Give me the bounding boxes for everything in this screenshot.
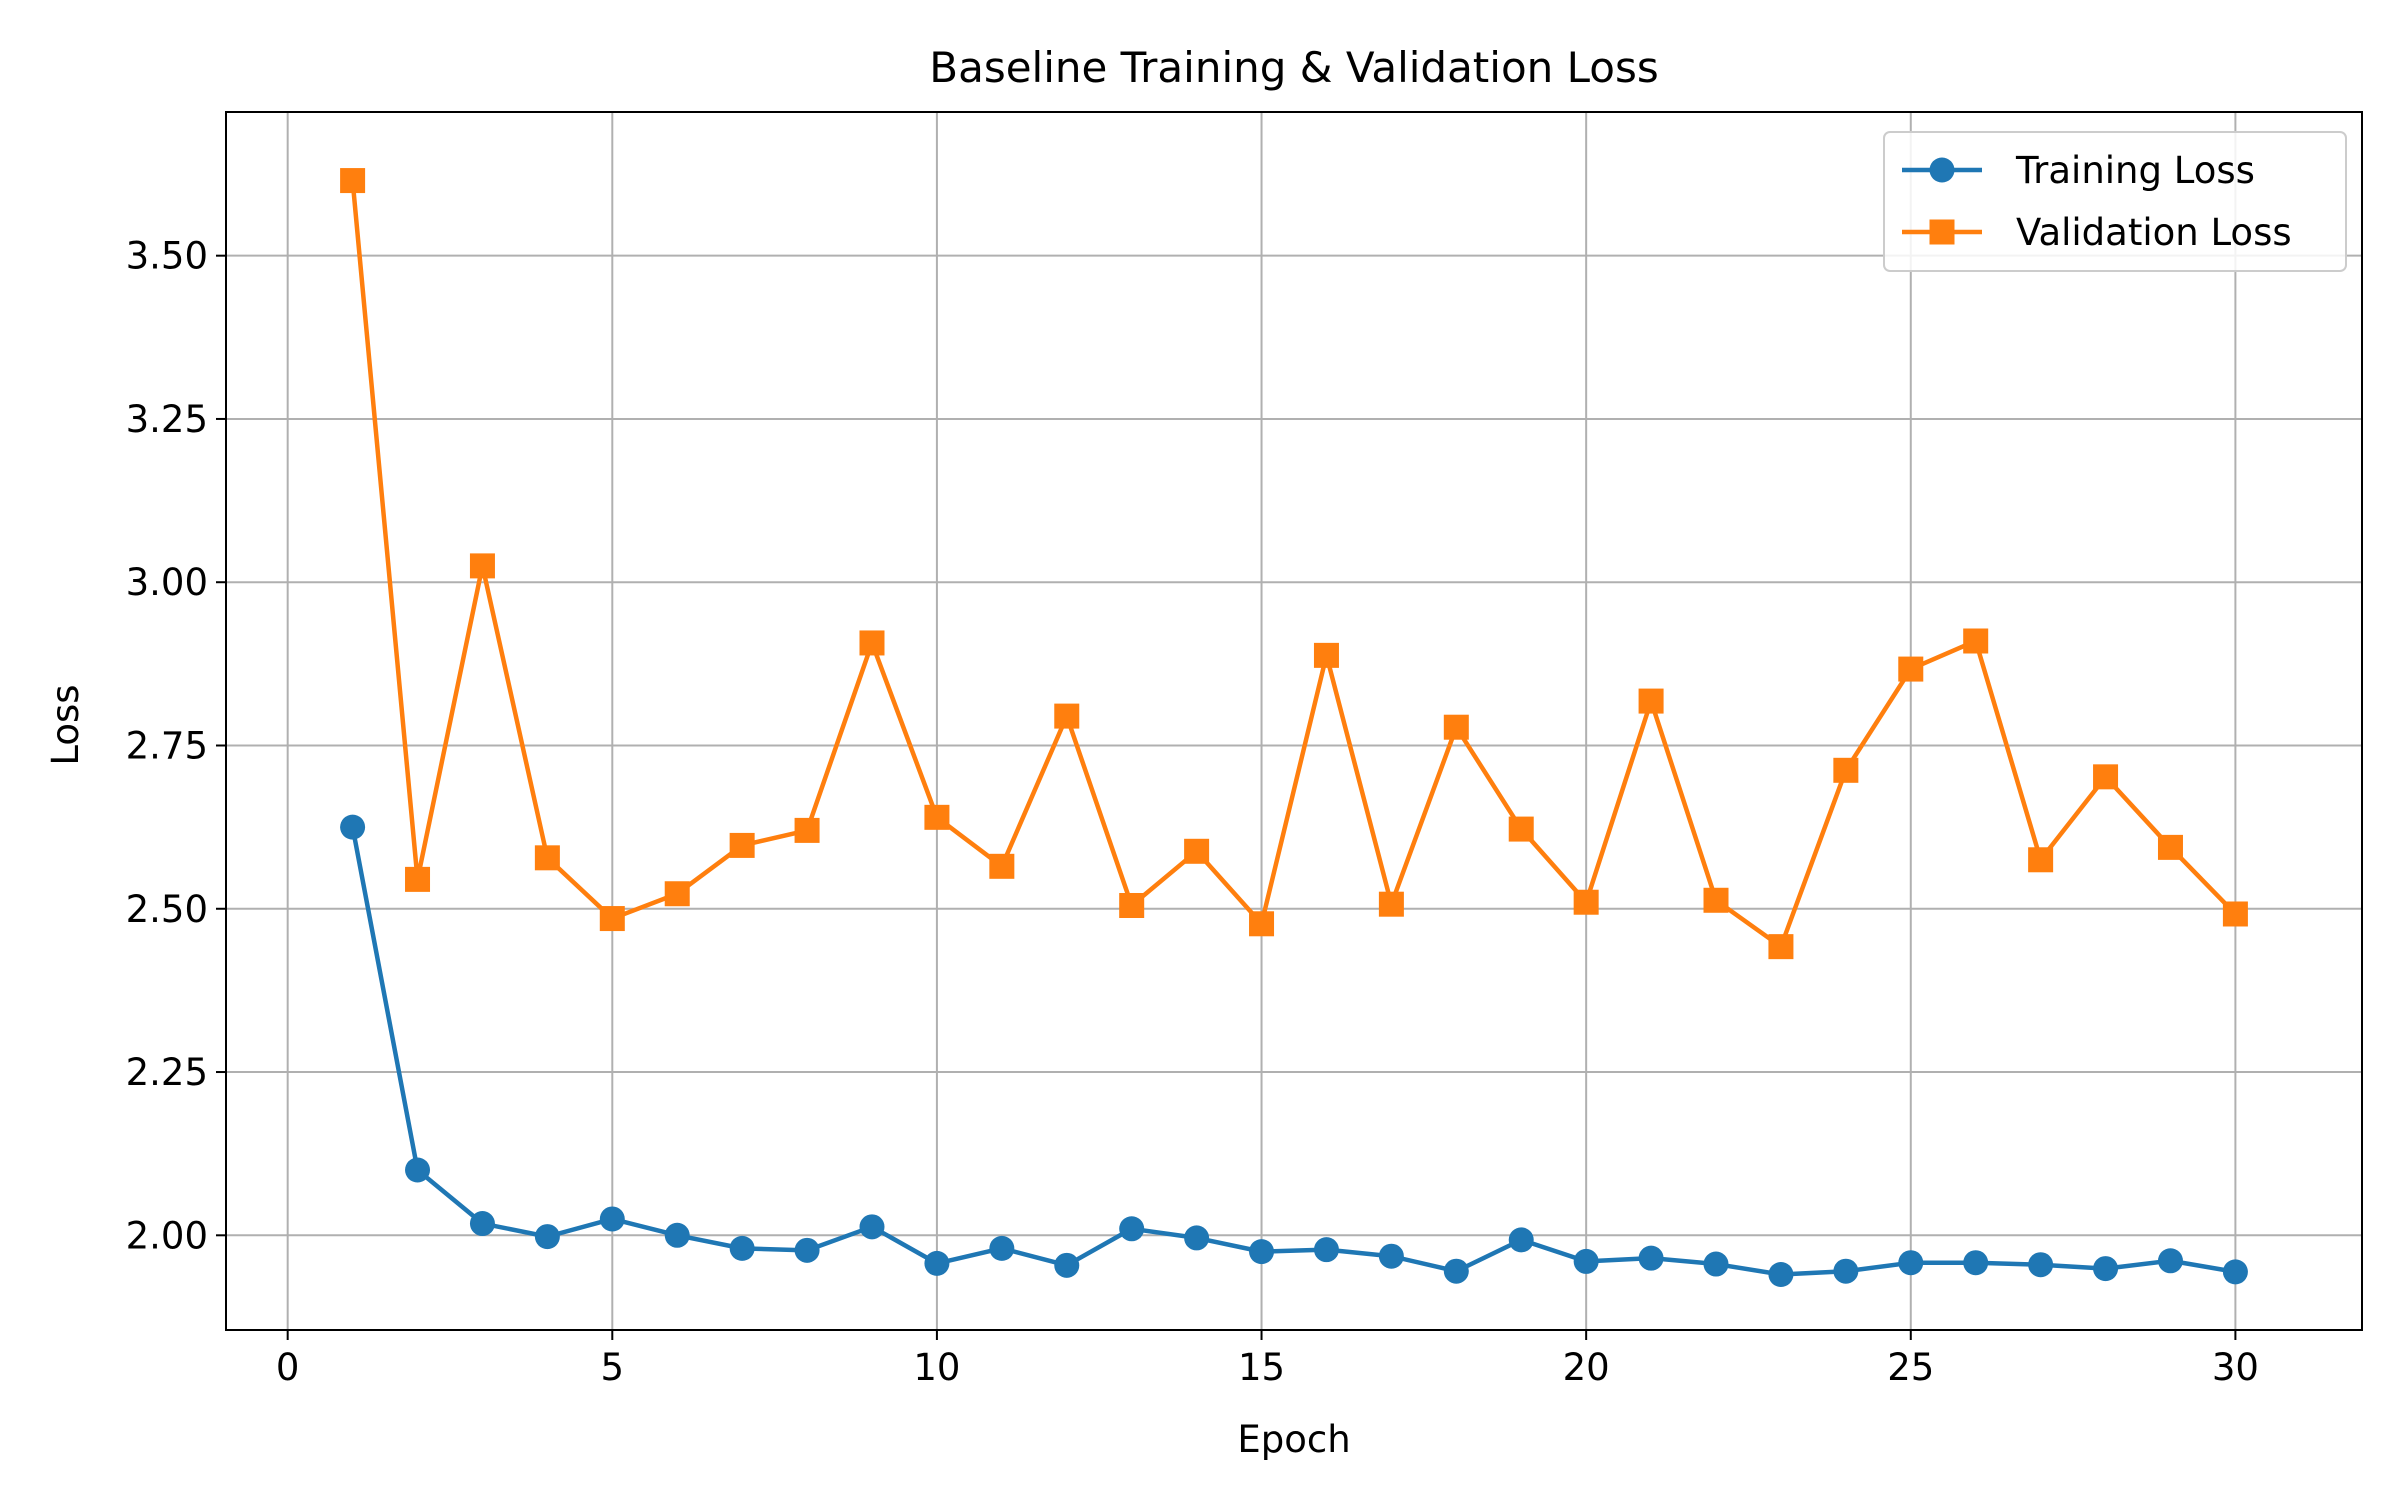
- x-tick-label: 30: [2212, 1346, 2259, 1389]
- data-point: [1119, 1216, 1145, 1242]
- y-tick-label: 2.75: [126, 724, 208, 767]
- data-point: [1898, 1250, 1924, 1276]
- y-tick-label: 3.00: [126, 561, 208, 604]
- data-point: [469, 553, 495, 579]
- x-tick-label: 15: [1238, 1346, 1285, 1389]
- data-point: [1768, 934, 1794, 960]
- data-point: [2093, 764, 2119, 790]
- data-point: [729, 1235, 755, 1261]
- data-point: [664, 1222, 690, 1248]
- plot-frame: [225, 111, 2363, 1331]
- data-point: [1508, 1227, 1534, 1253]
- y-tick-label: 3.50: [126, 235, 208, 278]
- data-point: [2028, 847, 2054, 873]
- data-point: [2157, 1248, 2183, 1274]
- data-point: [859, 630, 885, 656]
- x-tick-label: 20: [1563, 1346, 1610, 1389]
- data-point: [1119, 892, 1145, 918]
- data-point: [534, 1224, 560, 1250]
- data-point: [534, 845, 560, 871]
- series-training-loss: [340, 814, 2248, 1287]
- data-point: [1703, 1251, 1729, 1277]
- data-point: [405, 866, 431, 892]
- data-point: [2157, 834, 2183, 860]
- series-validation-loss: [340, 168, 2248, 960]
- legend-box: [1883, 131, 2347, 272]
- data-point: [1249, 911, 1275, 937]
- data-point: [1443, 1258, 1469, 1284]
- data-point: [859, 1214, 885, 1240]
- data-point: [924, 1250, 950, 1276]
- legend-label: Validation Loss: [2016, 211, 2292, 254]
- data-point: [2028, 1252, 2054, 1278]
- data-point: [989, 1235, 1015, 1261]
- legend-item: Validation Loss: [1902, 211, 2292, 254]
- data-point: [1184, 1225, 1210, 1251]
- data-point: [1963, 628, 1989, 654]
- legend-marker: [1929, 219, 1955, 245]
- data-point: [599, 906, 625, 932]
- data-point: [1963, 1250, 1989, 1276]
- data-point: [1508, 816, 1534, 842]
- y-axis-ticks: 2.00 2.25 2.50 2.75 3.00 3.25 3.50: [126, 235, 226, 1257]
- x-tick-label: 25: [1887, 1346, 1934, 1389]
- x-tick-label: 10: [913, 1346, 960, 1389]
- data-point: [1313, 642, 1339, 668]
- data-point: [1054, 1252, 1080, 1278]
- data-point: [340, 814, 366, 840]
- data-point: [1638, 1245, 1664, 1271]
- data-point: [340, 168, 366, 194]
- data-point: [794, 817, 820, 843]
- data-point: [1054, 703, 1080, 729]
- data-point: [2093, 1256, 2119, 1282]
- data-point: [1703, 887, 1729, 913]
- y-tick-label: 2.50: [126, 888, 208, 931]
- data-point: [1833, 757, 1859, 783]
- data-point: [2222, 1259, 2248, 1285]
- x-tick-label: 5: [601, 1346, 625, 1389]
- data-point: [794, 1237, 820, 1263]
- x-axis-ticks: 0 5 10 15 20 25 30: [276, 1330, 2259, 1389]
- data-point: [405, 1157, 431, 1183]
- data-point: [664, 881, 690, 907]
- data-point: [1249, 1239, 1275, 1265]
- data-point: [1573, 1248, 1599, 1274]
- data-point: [989, 853, 1015, 879]
- y-axis-label: Loss: [44, 684, 87, 765]
- data-point: [469, 1211, 495, 1237]
- y-tick-label: 2.00: [126, 1214, 208, 1257]
- series-lines: [340, 168, 2248, 1287]
- data-point: [729, 832, 755, 858]
- data-point: [924, 804, 950, 830]
- data-point: [1184, 838, 1210, 864]
- data-point: [1768, 1261, 1794, 1287]
- data-point: [599, 1206, 625, 1232]
- x-axis-label: Epoch: [1237, 1418, 1350, 1461]
- chart-title: Baseline Training & Validation Loss: [929, 43, 1658, 92]
- data-point: [1378, 891, 1404, 917]
- data-point: [1833, 1258, 1859, 1284]
- data-point: [1638, 688, 1664, 714]
- data-point: [1313, 1237, 1339, 1263]
- legend-label: Training Loss: [2015, 149, 2255, 192]
- legend-marker: [1929, 157, 1955, 183]
- y-tick-label: 2.25: [126, 1051, 208, 1094]
- y-tick-label: 3.25: [126, 398, 208, 441]
- data-point: [1898, 656, 1924, 682]
- data-point: [1573, 889, 1599, 915]
- x-tick-label: 0: [276, 1346, 300, 1389]
- legend-item: Training Loss: [1902, 149, 2255, 192]
- data-point: [1443, 714, 1469, 740]
- data-point: [2222, 901, 2248, 927]
- data-point: [1378, 1243, 1404, 1269]
- legend: Training Loss Validation Loss: [1883, 131, 2347, 272]
